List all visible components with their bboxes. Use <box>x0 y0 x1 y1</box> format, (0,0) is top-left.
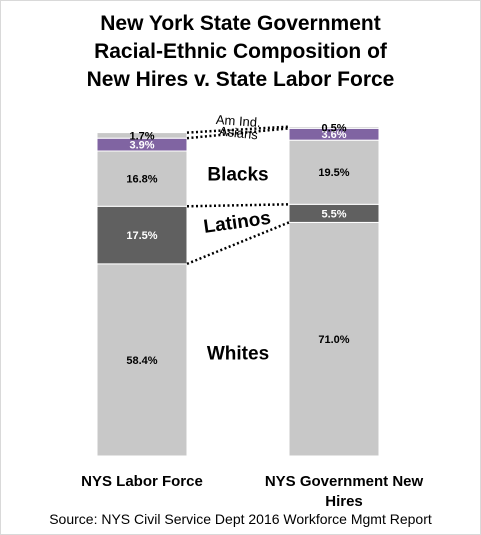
connector-lines-layer <box>186 125 290 266</box>
bars-layer <box>96 126 380 457</box>
data-label-latinos-1: 17.5% <box>126 230 157 242</box>
chart-title-line-2: Racial-Ethnic Composition of <box>94 40 387 63</box>
series-label-asians: Asians <box>218 123 259 142</box>
data-label-whites-2: 71.0% <box>318 334 349 346</box>
data-label-blacks-2: 19.5% <box>318 167 349 179</box>
connector-asians-top <box>186 127 290 140</box>
chart-title-line-3: New Hires v. State Labor Force <box>86 68 395 91</box>
chart-title-line-1: New York State Government <box>100 12 381 35</box>
data-label-latinos-2: 5.5% <box>321 208 346 220</box>
series-label-latinos: Latinos <box>202 208 272 238</box>
bar-segment-blacks-2 <box>288 139 380 205</box>
bar-segment-whites-2 <box>288 221 380 457</box>
connector-amind-top <box>186 125 290 134</box>
data-label-blacks-1: 16.8% <box>126 174 157 186</box>
connector-whites-top <box>186 221 290 266</box>
segment-labels-layer: 58.4% 17.5% 16.8% 3.9%1.7% 71.0% 5.5% 19.5% 3.6… <box>126 122 349 366</box>
data-label-am-ind-1: 1.7% <box>129 130 154 142</box>
data-label-asians-2: 3.6% <box>321 129 346 141</box>
category-label-1: NYS Labor Force <box>81 473 203 490</box>
series-label-am-ind: Am Ind. <box>215 112 261 130</box>
connector-latinos-top <box>186 203 290 208</box>
chart-title: New York State Government Racial-Ethnic … <box>0 10 481 94</box>
bar-segment-am-ind-1 <box>96 132 188 139</box>
data-label-asians-1: 3.9% <box>129 140 154 152</box>
series-label-blacks: Blacks <box>207 164 268 185</box>
series-label-whites: Whites <box>207 344 269 365</box>
data-label-whites-1: 58.4% <box>126 355 157 367</box>
category-label-2: NYS Government New Hires <box>265 473 424 510</box>
data-label-am-ind-2: 0.5% <box>321 122 346 134</box>
bar-segment-whites-1 <box>96 263 188 457</box>
bar-segment-am-ind-2 <box>288 126 380 129</box>
category-labels-layer: NYS Labor Force NYS Government New Hires <box>81 473 423 510</box>
source-note: Source: NYS Civil Service Dept 2016 Work… <box>49 511 432 527</box>
